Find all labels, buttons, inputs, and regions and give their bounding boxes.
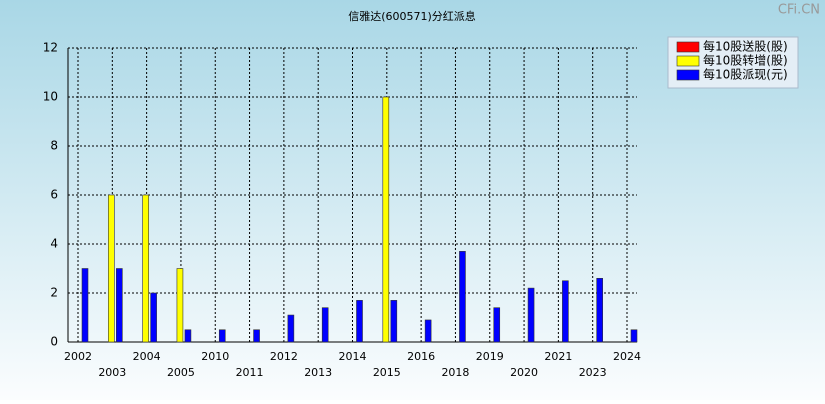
bar	[176, 268, 184, 343]
bar	[218, 329, 226, 343]
watermark: CFi.CN	[778, 3, 820, 18]
bar	[527, 287, 535, 343]
x-tick-label: 2011	[236, 366, 264, 379]
y-tick-label: 2	[50, 286, 58, 300]
bar	[562, 280, 569, 343]
y-tick-label: 10	[43, 90, 58, 104]
legend-label: 每10股送股(股)	[703, 39, 788, 54]
bar	[596, 277, 603, 343]
bar	[142, 194, 149, 343]
y-tick-label: 0	[50, 335, 58, 349]
y-tick-label: 8	[50, 139, 58, 153]
bar	[493, 307, 501, 343]
x-tick-label: 2016	[407, 350, 435, 363]
bar	[150, 292, 157, 343]
legend-swatch	[676, 41, 700, 53]
bar	[424, 319, 432, 343]
bar	[390, 300, 398, 343]
y-tick-label: 6	[50, 188, 58, 202]
x-tick-label: 2004	[133, 350, 161, 363]
x-tick-label: 2021	[544, 350, 572, 363]
x-tick-label: 2014	[339, 350, 367, 363]
x-tick-label: 2010	[201, 350, 229, 363]
bar	[81, 268, 89, 343]
bar	[287, 314, 295, 343]
x-tick-label: 2023	[579, 366, 607, 379]
bar	[116, 268, 123, 343]
x-tick-label: 2018	[441, 366, 469, 379]
bar	[382, 96, 390, 343]
bar	[459, 251, 466, 343]
x-tick-label: 2015	[373, 366, 401, 379]
bar	[356, 300, 363, 343]
x-tick-label: 2024	[613, 350, 641, 363]
y-tick-label: 4	[50, 237, 58, 251]
x-tick-label: 2002	[64, 350, 92, 363]
bar	[630, 329, 638, 343]
x-tick-label: 2019	[476, 350, 504, 363]
legend-swatch	[676, 55, 700, 67]
x-tick-label: 2005	[167, 366, 195, 379]
bar	[184, 329, 192, 343]
x-tick-label: 2012	[270, 350, 298, 363]
bar	[253, 329, 260, 343]
chart-title: 信雅达(600571)分红派息	[348, 9, 476, 23]
x-tick-label: 2020	[510, 366, 538, 379]
bar	[108, 194, 115, 343]
x-tick-label: 2013	[304, 366, 332, 379]
legend-label: 每10股派现(元)	[703, 67, 788, 82]
x-tick-label: 2003	[98, 366, 126, 379]
legend-swatch	[676, 69, 700, 81]
y-tick-label: 12	[43, 41, 58, 55]
bar	[321, 307, 329, 343]
legend-label: 每10股转增(股)	[703, 53, 788, 68]
